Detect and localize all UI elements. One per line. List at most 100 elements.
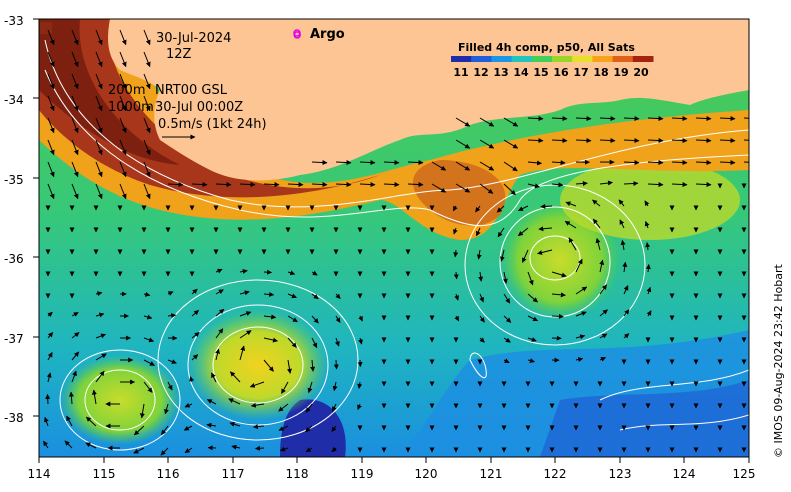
velocity-arrow: [527, 183, 540, 189]
velocity-arrow: [210, 372, 217, 383]
velocity-arrow: [43, 440, 49, 449]
velocity-arrow: [551, 182, 564, 188]
velocity-arrow: [143, 359, 155, 366]
velocity-arrow: [287, 315, 298, 323]
velocity-arrow: [503, 161, 518, 172]
velocity-arrow: [263, 337, 278, 343]
velocity-arrow: [502, 271, 508, 284]
velocity-arrow: [167, 359, 177, 364]
velocity-arrow: [479, 183, 494, 194]
velocity-arrow: [191, 332, 200, 339]
product-time-label: 30-Jul 00:00Z: [155, 100, 243, 115]
velocity-arrow: [645, 242, 651, 251]
velocity-arrow: [620, 239, 626, 251]
velocity-arrow: [189, 376, 195, 383]
velocity-arrow: [95, 95, 103, 112]
velocity-arrow: [671, 116, 688, 122]
x-tick-label: 123: [609, 467, 632, 481]
velocity-arrow: [551, 292, 566, 298]
velocity-arrow: [743, 117, 749, 119]
velocity-arrow: [263, 291, 275, 297]
colorbar-tick: 13: [493, 66, 508, 79]
velocity-arrow: [239, 182, 256, 188]
velocity-arrow: [623, 160, 640, 166]
velocity-arrow: [287, 182, 304, 188]
velocity-arrow: [357, 403, 362, 411]
velocity-arrow: [71, 161, 79, 178]
velocity-arrow: [568, 237, 577, 251]
velocity-arrows: [43, 29, 749, 456]
velocity-arrow: [452, 205, 458, 212]
velocity-arrow: [311, 337, 318, 349]
velocity-arrow: [479, 161, 495, 171]
velocity-arrow: [278, 425, 289, 431]
velocity-arrow: [479, 337, 485, 343]
velocity-arrow: [475, 227, 481, 237]
velocity-scale-label: 0.5m/s (1kt 24h): [158, 117, 267, 132]
velocity-arrow: [191, 288, 198, 295]
velocity-arrow: [503, 293, 511, 304]
velocity-arrow: [47, 161, 55, 178]
velocity-arrow: [71, 370, 77, 383]
velocity-arrow: [647, 138, 664, 144]
velocity-arrow: [538, 226, 553, 232]
velocity-arrow: [537, 249, 553, 255]
velocity-arrow: [527, 271, 534, 286]
velocity-arrow: [95, 333, 106, 339]
velocity-arrow: [647, 182, 664, 188]
velocity-arrow: [71, 311, 79, 317]
x-tick-label: 119: [351, 467, 374, 481]
velocity-arrow: [431, 183, 447, 193]
velocity-arrow: [575, 357, 584, 362]
velocity-arrow: [95, 29, 103, 46]
velocity-arrow: [228, 398, 241, 405]
velocity-arrow: [71, 117, 79, 134]
velocity-arrow: [671, 182, 688, 188]
velocity-arrow: [239, 345, 246, 361]
velocity-arrow: [95, 139, 103, 156]
velocity-arrow: [383, 182, 400, 188]
velocity-arrow: [551, 116, 568, 122]
velocity-arrow: [143, 139, 151, 156]
velocity-arrow: [358, 337, 363, 345]
velocity-arrow: [47, 183, 55, 200]
velocity-arrow: [623, 285, 629, 295]
credit-label: © IMOS 09-Aug-2024 23:42 Hobart: [772, 264, 785, 458]
colorbar-swatch: [531, 56, 553, 62]
velocity-arrow: [719, 160, 736, 166]
velocity-arrow: [331, 446, 337, 453]
colorbar-ticks: 11 12 13 14 15 16 17 18 19 20: [453, 66, 649, 79]
velocity-arrow: [311, 315, 319, 324]
velocity-arrow: [551, 313, 564, 319]
x-tick-label: 117: [222, 467, 245, 481]
velocity-arrow: [527, 138, 544, 144]
velocity-arrow: [95, 370, 105, 383]
velocity-arrow: [287, 293, 297, 299]
velocity-arrow: [71, 51, 79, 68]
leeuwin-current-hot: [39, 19, 180, 165]
velocity-arrow: [575, 258, 583, 273]
velocity-arrow: [305, 425, 313, 433]
x-tick-label: 114: [28, 467, 51, 481]
velocity-arrow: [47, 139, 55, 156]
velocity-arrow: [719, 116, 736, 122]
velocity-arrow: [623, 309, 630, 317]
velocity-arrow: [695, 116, 712, 122]
velocity-arrow: [184, 402, 193, 408]
velocity-arrow: [95, 161, 103, 178]
velocity-arrow: [527, 116, 544, 122]
colorbar-tick: 19: [613, 66, 628, 79]
colorbar-swatch: [552, 56, 573, 62]
colorbar-swatch: [451, 56, 472, 62]
velocity-arrow: [479, 139, 495, 149]
velocity-arrow: [333, 359, 339, 370]
velocity-arrow: [592, 218, 601, 229]
velocity-arrow: [184, 447, 193, 454]
depth-200-label: 200m: [108, 83, 145, 98]
velocity-arrow: [623, 181, 639, 186]
y-tick-label: -37: [4, 332, 24, 346]
velocity-arrow: [133, 447, 145, 454]
velocity-arrow: [85, 416, 97, 427]
velocity-arrow: [623, 116, 640, 122]
velocity-arrow: [71, 139, 79, 156]
